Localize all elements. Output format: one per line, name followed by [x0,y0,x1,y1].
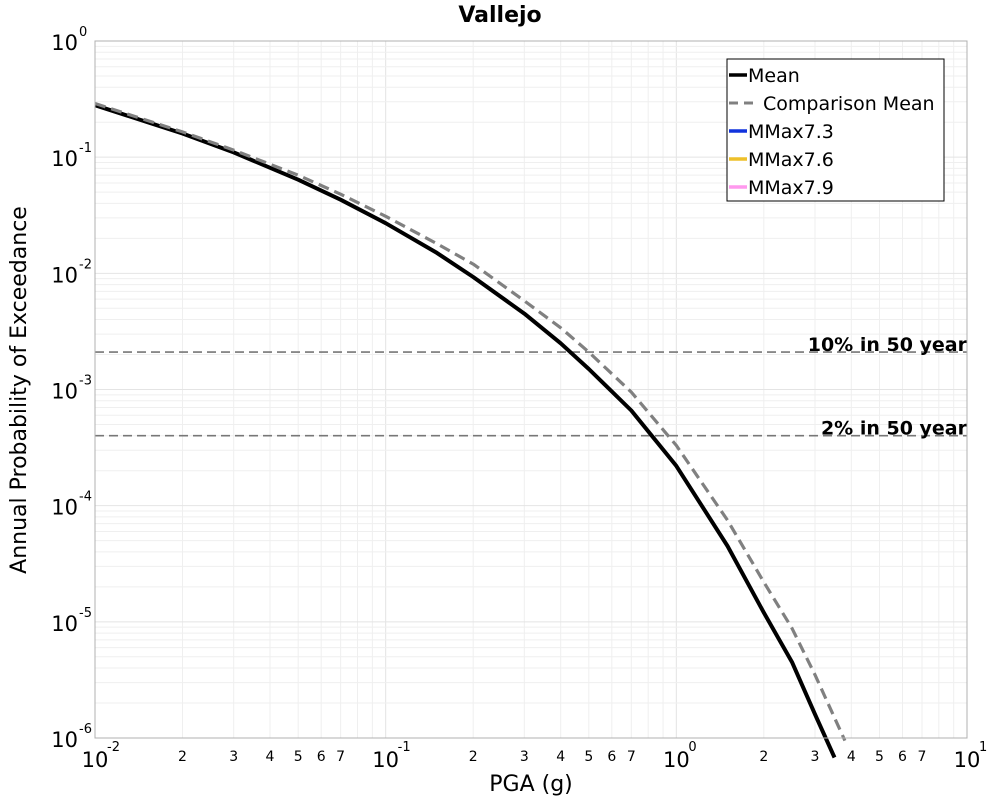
y-tick-exponent: -2 [79,257,92,272]
y-tick-base: 10 [51,31,78,55]
y-axis-label: Annual Probability of Exceedance [7,206,32,574]
x-tick-base: 10 [82,748,109,772]
x-minor-tick-label: 2 [469,749,478,765]
x-tick-exponent: -1 [398,740,411,755]
x-tick-exponent: -2 [107,740,120,755]
legend-entry: MMax7.6 [729,149,834,171]
reference-lines: 10% in 50 year 2% in 50 year [95,334,968,440]
x-minor-tick-label: 6 [898,749,907,765]
x-tick-exponent: 1 [979,740,987,755]
y-tick-exponent: -6 [79,722,92,737]
y-tick-exponent: -4 [79,490,92,505]
y-tick-label: 10 0 [51,25,87,55]
legend-entry: Comparison Mean [729,93,935,115]
chart-title: Vallejo [458,3,541,28]
y-tick-exponent: -5 [79,606,92,621]
y-tick-base: 10 [51,728,78,752]
y-tick-label: 10 -5 [51,606,92,636]
y-tick-base: 10 [51,612,78,636]
x-minor-tick-label: 5 [584,749,593,765]
legend-label: Mean [748,65,800,87]
legend-box [726,58,945,202]
x-minor-tick-label: 3 [520,749,529,765]
legend-label: MMax7.3 [748,121,834,143]
x-tick-label: 101 [954,740,988,772]
x-minor-tick-label: 3 [811,749,820,765]
y-tick-base: 10 [51,496,78,520]
x-tick-label: 10-1 [372,740,410,772]
reference-line-label: 10% in 50 year [808,334,968,356]
y-tick-exponent: -3 [79,374,92,389]
y-tick-label: 10 -2 [51,257,92,287]
x-minor-tick-label: 4 [266,749,275,765]
y-tick-exponent: 0 [79,25,87,40]
x-tick-base: 10 [372,748,399,772]
series-lines [94,101,847,759]
x-minor-tick-label: 4 [847,749,856,765]
x-minor-tick-label: 2 [759,749,768,765]
y-tick-base: 10 [51,147,78,171]
legend-label: MMax7.9 [748,177,834,199]
y-tick-base: 10 [51,380,78,404]
y-tick-exponent: -1 [79,141,92,156]
x-minor-tick-label: 4 [556,749,565,765]
x-minor-tick-label: 2 [178,749,187,765]
x-tick-base: 10 [954,748,981,772]
x-minor-tick-label: 5 [294,749,303,765]
series-line-comparison-mean [94,101,847,742]
x-minor-tick-label: 7 [336,749,345,765]
y-tick-base: 10 [51,263,78,287]
legend-label: Comparison Mean [763,93,935,115]
x-minor-tick-label: 6 [607,749,616,765]
legend-entry: MMax7.3 [729,121,834,143]
legend: Mean Comparison Mean MMax7.3 MMax7.6 MMax7.9 [726,58,945,202]
legend-entry: Mean [729,65,800,87]
grid [94,41,967,739]
y-tick-label: 10 -6 [51,722,92,752]
x-minor-tick-label: 3 [229,749,238,765]
y-tick-label: 10 -3 [51,374,92,404]
y-tick-label: 10 -4 [51,490,92,520]
x-minor-tick-label: 5 [875,749,884,765]
x-tick-exponent: 0 [688,740,696,755]
y-tick-label: 10 -1 [51,141,92,171]
x-axis-label: PGA (g) [489,772,573,797]
x-minor-tick-label: 6 [317,749,326,765]
legend-entry: MMax7.9 [729,177,834,199]
x-tick-base: 10 [663,748,690,772]
x-tick-label: 10-2 [82,740,120,772]
reference-line-label: 2% in 50 year [821,418,968,440]
x-minor-tick-label: 7 [627,749,636,765]
x-minor-tick-label: 7 [918,749,927,765]
x-tick-label: 100 [663,740,697,772]
series-line-mean [94,103,837,759]
legend-label: MMax7.6 [748,149,834,171]
plot-frame [94,40,968,739]
